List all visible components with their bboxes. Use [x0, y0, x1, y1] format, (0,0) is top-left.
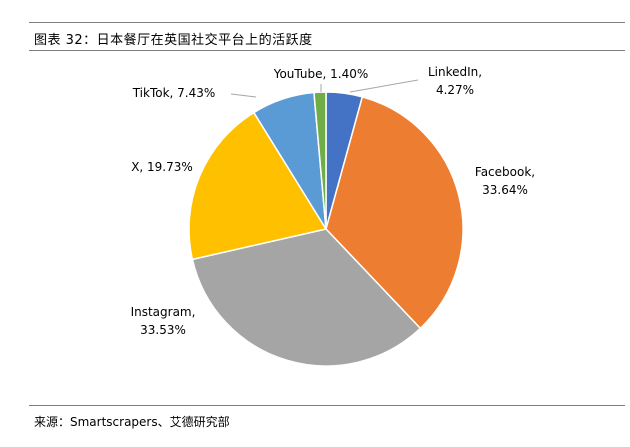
slice-value-instagram: 33.53%: [140, 323, 186, 337]
pie-slice-youtube: [313, 91, 327, 230]
slice-value-facebook: 33.64%: [482, 183, 528, 197]
leader-line-tiktok: [230, 93, 257, 98]
figure-title: 图表 32：日本餐厅在英国社交平台上的活跃度: [34, 33, 313, 48]
slice-label-facebook: Facebook,: [475, 165, 535, 179]
slice-label-tiktok: TikTok, 7.43%: [132, 86, 216, 100]
top-rule: [29, 22, 625, 23]
source-note: 来源：Smartscrapers、艾德研究部: [34, 415, 230, 429]
bottom-rule: [29, 405, 625, 406]
slice-label-instagram: Instagram,: [131, 305, 196, 319]
leader-line-linkedin: [349, 79, 419, 93]
slice-label-youtube: YouTube, 1.40%: [273, 67, 369, 81]
title-underline: [29, 50, 625, 51]
pie-slice-facebook: [325, 95, 464, 330]
pie-slice-x: [188, 111, 328, 261]
slice-label-linkedin: LinkedIn,: [428, 65, 482, 79]
pie-slice-instagram: [191, 228, 422, 367]
slice-value-linkedin: 4.27%: [436, 83, 474, 97]
slice-label-x: X, 19.73%: [131, 160, 193, 174]
